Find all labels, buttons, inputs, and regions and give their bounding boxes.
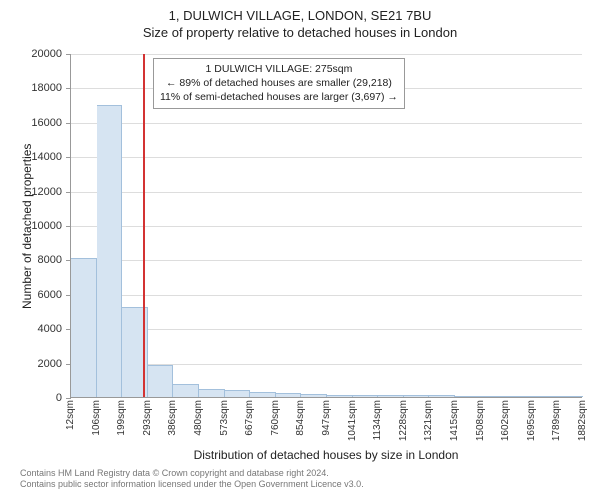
x-tick-label: 760sqm xyxy=(270,400,281,436)
x-tick-label: 293sqm xyxy=(142,400,153,436)
footer-attribution: Contains HM Land Registry data © Crown c… xyxy=(20,468,364,491)
x-tick-label: 106sqm xyxy=(91,400,102,436)
histogram-bar xyxy=(532,396,558,397)
x-tick-label: 199sqm xyxy=(116,400,127,436)
histogram-bar xyxy=(506,396,532,397)
x-tick-label: 854sqm xyxy=(295,400,306,436)
y-tick-label: 6000 xyxy=(12,289,62,301)
y-tick-label: 14000 xyxy=(12,151,62,163)
histogram-bar xyxy=(276,393,302,397)
histogram-bar xyxy=(429,395,455,397)
footer-line2: Contains public sector information licen… xyxy=(20,479,364,490)
x-tick-label: 480sqm xyxy=(193,400,204,436)
histogram-bar xyxy=(225,390,251,397)
y-tick-label: 0 xyxy=(12,392,62,404)
x-tick-label: 1415sqm xyxy=(449,400,460,441)
gridline xyxy=(71,295,582,296)
y-tick-label: 12000 xyxy=(12,186,62,198)
y-tick-label: 16000 xyxy=(12,117,62,129)
x-tick-label: 947sqm xyxy=(321,400,332,436)
x-tick-label: 1228sqm xyxy=(398,400,409,441)
y-tick-label: 2000 xyxy=(12,358,62,370)
x-tick-label: 12sqm xyxy=(65,400,76,430)
histogram-bar xyxy=(404,395,430,397)
y-tick-label: 10000 xyxy=(12,220,62,232)
chart-title: 1, DULWICH VILLAGE, LONDON, SE21 7BU xyxy=(8,8,592,25)
histogram-bar xyxy=(148,365,174,397)
x-tick-label: 1789sqm xyxy=(551,400,562,441)
x-tick-label: 1602sqm xyxy=(500,400,511,441)
plot-area: 1 DULWICH VILLAGE: 275sqm ← 89% of detac… xyxy=(70,54,582,398)
histogram-bar xyxy=(199,389,225,397)
x-tick-label: 386sqm xyxy=(167,400,178,436)
x-tick-label: 1321sqm xyxy=(423,400,434,441)
y-tick-label: 4000 xyxy=(12,323,62,335)
histogram-bar xyxy=(557,396,583,397)
histogram-bar xyxy=(455,396,481,397)
histogram-bar xyxy=(353,395,379,397)
y-tick-label: 8000 xyxy=(12,254,62,266)
gridline xyxy=(71,54,582,55)
gridline xyxy=(71,157,582,158)
x-tick-label: 573sqm xyxy=(219,400,230,436)
annotation-line3: 11% of semi-detached houses are larger (… xyxy=(160,90,398,104)
gridline xyxy=(71,226,582,227)
x-tick-label: 1134sqm xyxy=(372,400,383,440)
gridline xyxy=(71,192,582,193)
histogram-bar xyxy=(481,396,507,397)
annotation-line1: 1 DULWICH VILLAGE: 275sqm xyxy=(160,62,398,76)
x-tick-label: 1882sqm xyxy=(577,400,588,441)
histogram-bar xyxy=(71,258,97,397)
x-axis-ticks: 12sqm106sqm199sqm293sqm386sqm480sqm573sq… xyxy=(70,400,582,444)
histogram-bar xyxy=(327,395,353,397)
annotation-line2: ← 89% of detached houses are smaller (29… xyxy=(160,76,398,90)
gridline xyxy=(71,260,582,261)
histogram-bar xyxy=(250,392,276,397)
histogram-bar xyxy=(173,384,199,397)
y-tick-label: 20000 xyxy=(12,48,62,60)
x-tick-label: 1695sqm xyxy=(526,400,537,441)
property-marker-line xyxy=(143,54,145,397)
footer-line1: Contains HM Land Registry data © Crown c… xyxy=(20,468,364,479)
x-tick-label: 1041sqm xyxy=(347,400,358,441)
histogram-bar xyxy=(301,394,327,397)
x-axis-label: Distribution of detached houses by size … xyxy=(70,448,582,462)
gridline xyxy=(71,123,582,124)
chart-container: 1, DULWICH VILLAGE, LONDON, SE21 7BU Siz… xyxy=(8,8,592,492)
histogram-bar xyxy=(97,105,123,397)
chart-subtitle: Size of property relative to detached ho… xyxy=(8,25,592,40)
x-tick-label: 1508sqm xyxy=(475,400,486,441)
x-tick-label: 667sqm xyxy=(244,400,255,436)
annotation-box: 1 DULWICH VILLAGE: 275sqm ← 89% of detac… xyxy=(153,58,405,109)
y-tick-label: 18000 xyxy=(12,82,62,94)
histogram-bar xyxy=(378,395,404,397)
